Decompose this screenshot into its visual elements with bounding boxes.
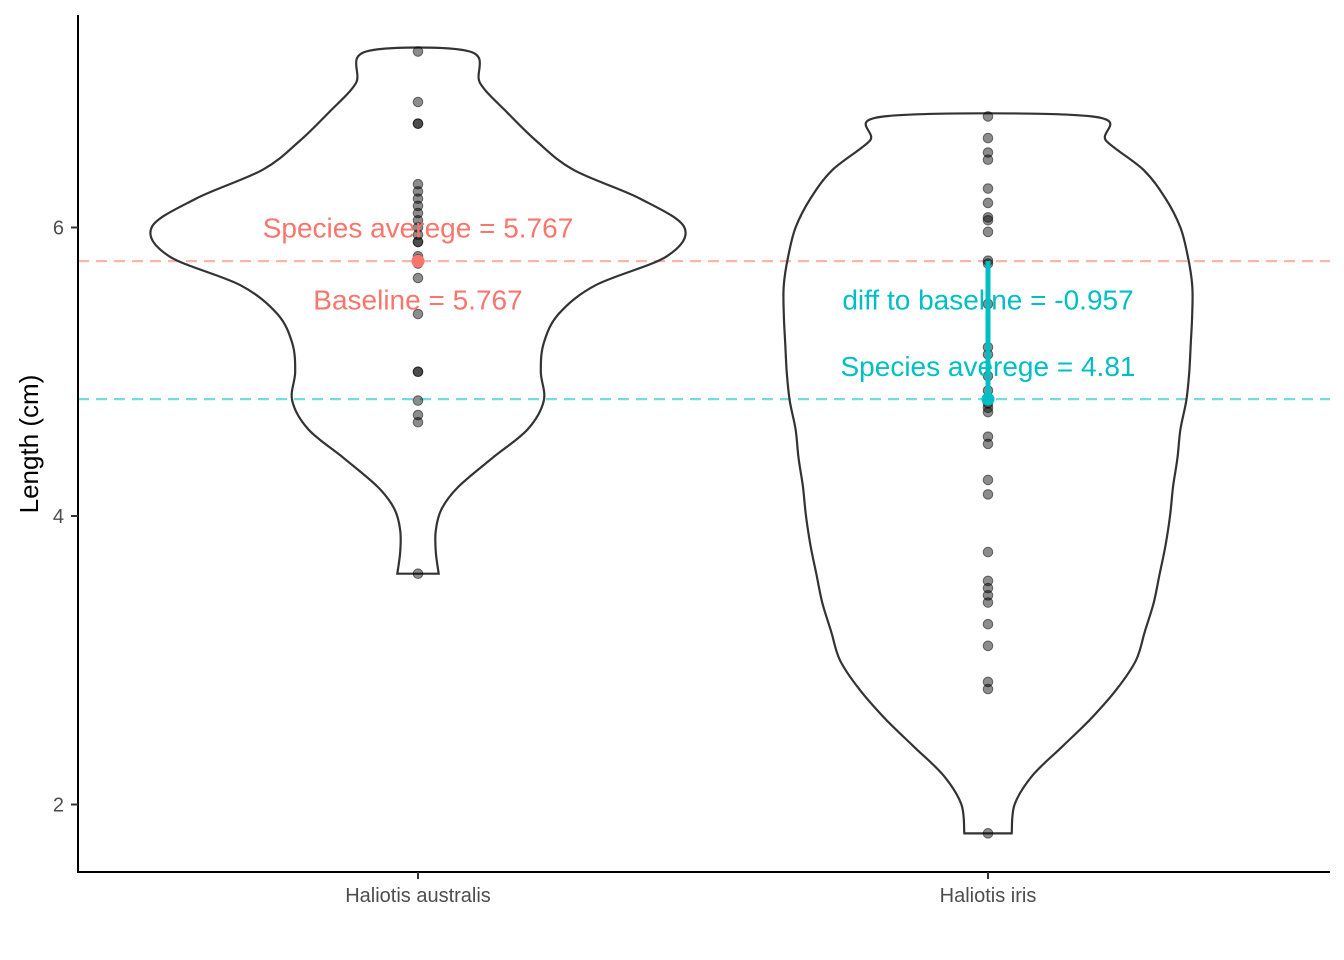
annotation-label-1: Species averege = 5.767 (263, 213, 574, 244)
data-point (982, 197, 994, 209)
y-tick-label: 6 (53, 218, 64, 240)
data-point (412, 193, 424, 204)
data-point (982, 431, 994, 442)
data-point (412, 96, 424, 108)
data-point (412, 409, 424, 421)
data-point (982, 438, 994, 450)
violin-haliotis-australis (149, 46, 687, 575)
x-tick-label: Haliotis iris (940, 885, 1037, 907)
data-point (982, 474, 994, 486)
data-point (982, 226, 994, 238)
data-point (412, 416, 424, 428)
data-point (982, 828, 994, 839)
data-point (412, 236, 424, 248)
data-point (982, 582, 994, 594)
data-point (412, 222, 424, 233)
y-tick-label: 4 (53, 506, 64, 528)
x-axis-ticks: Haliotis australis Haliotis iris (345, 872, 1036, 907)
data-point (982, 147, 994, 158)
data-point (982, 111, 994, 122)
annotations: Species averege = 5.767 Baseline = 5.767 d… (263, 213, 1136, 382)
data-point (412, 308, 424, 320)
data-point (982, 683, 994, 695)
data-point (982, 406, 994, 418)
data-point (982, 676, 994, 688)
data-point (982, 214, 994, 226)
data-point (412, 46, 424, 57)
data-point (982, 546, 994, 558)
annotation-label-3: diff to baseline = -0.957 (842, 285, 1133, 316)
annotation-label-4: Species averege = 4.81 (841, 351, 1136, 382)
data-point (412, 229, 424, 241)
data-point (982, 212, 994, 223)
y-axis-ticks: 2 4 6 (53, 218, 78, 817)
y-axis-title: Length (cm) (14, 375, 44, 514)
violins (149, 46, 1194, 835)
data-point (982, 575, 994, 587)
data-point (982, 132, 994, 144)
data-points (411, 46, 995, 839)
data-point (412, 118, 424, 129)
reference-lines (78, 260, 1330, 401)
data-point (412, 272, 424, 284)
data-point (982, 640, 994, 652)
data-point (412, 395, 424, 406)
data-point (412, 186, 424, 197)
data-point (982, 489, 994, 500)
data-point (412, 214, 424, 226)
data-point (982, 154, 994, 166)
data-point (982, 590, 994, 601)
data-point (412, 178, 424, 190)
data-point (412, 207, 424, 219)
mean-point (411, 254, 425, 268)
annotation-label-2: Baseline = 5.767 (313, 285, 522, 316)
y-tick-label: 2 (53, 795, 64, 817)
data-point (982, 597, 994, 608)
violin-haliotis-iris (782, 112, 1194, 835)
data-point (982, 183, 994, 194)
data-point (412, 366, 424, 378)
data-point (412, 568, 424, 580)
data-point (412, 200, 424, 212)
x-tick-label: Haliotis australis (345, 885, 491, 907)
data-point (982, 618, 994, 630)
